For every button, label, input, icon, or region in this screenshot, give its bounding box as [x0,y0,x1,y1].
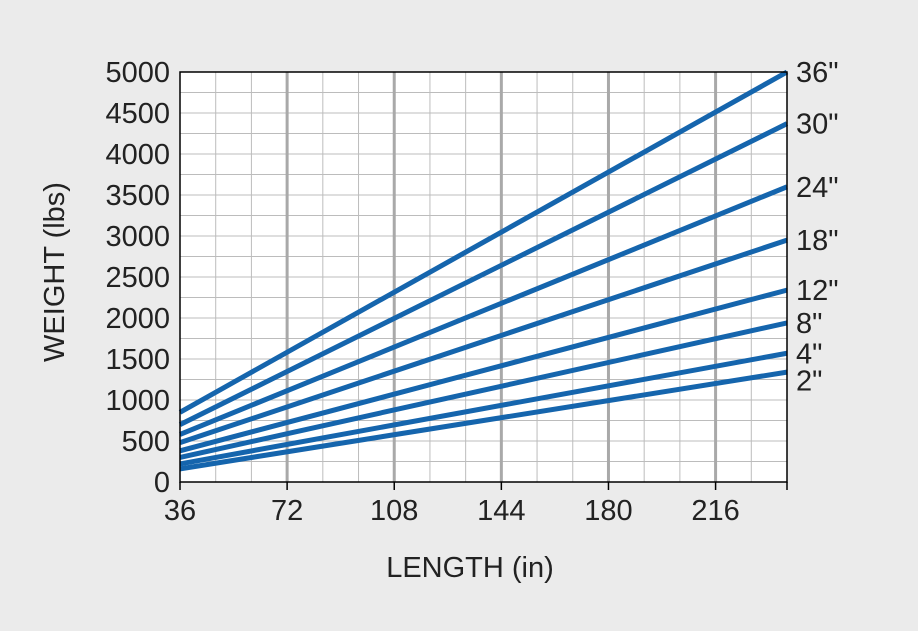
y-tick-label: 4000 [105,139,170,171]
x-tick-label: 216 [691,495,739,527]
y-tick-label: 3000 [105,221,170,253]
series-line [179,369,788,472]
x-tick-label: 180 [584,495,632,527]
plot-frame [179,71,788,483]
x-tick-label: 36 [164,495,196,527]
series-label: 12" [796,275,839,307]
x-tick-label: 72 [271,495,303,527]
series-labels: 36" 30" 24" 18" 12"8"4"2" [796,57,839,397]
grid-major [285,72,718,482]
x-tick-label: 144 [477,495,525,527]
series-line [179,287,788,454]
series-label: 24" [796,172,839,204]
y-tick-label: 0 [154,467,170,499]
x-axis-title: LENGTH (in) [386,552,554,584]
x-ticks: 36 72 108 144 180 216 [164,482,788,527]
series-line [179,184,788,437]
y-tick-label: 1500 [105,344,170,376]
series-line [178,69,789,415]
series-label: 8" [796,308,822,340]
y-tick-label: 2000 [105,303,170,335]
y-ticks: 0 500 1000 1500 2000 2500 3000 3500 4000 4500 5000 [105,57,170,499]
series-label: 30" [796,109,839,141]
x-tick-label: 108 [370,495,418,527]
series-label: 36" [796,57,839,89]
y-tick-label: 4500 [105,98,170,130]
series-lines [178,69,789,472]
y-tick-label: 1000 [105,385,170,417]
y-tick-label: 5000 [105,57,170,89]
series-line [179,237,788,446]
y-axis-title: WEIGHT (lbs) [39,182,71,362]
series-line [178,121,789,427]
y-tick-label: 3500 [105,180,170,212]
y-tick-label: 500 [122,426,170,458]
series-label: 4" [796,338,822,370]
series-line [179,350,788,467]
series-label: 2" [796,365,822,397]
series-line [179,320,788,460]
y-tick-label: 2500 [105,262,170,294]
series-label: 18" [796,225,839,257]
